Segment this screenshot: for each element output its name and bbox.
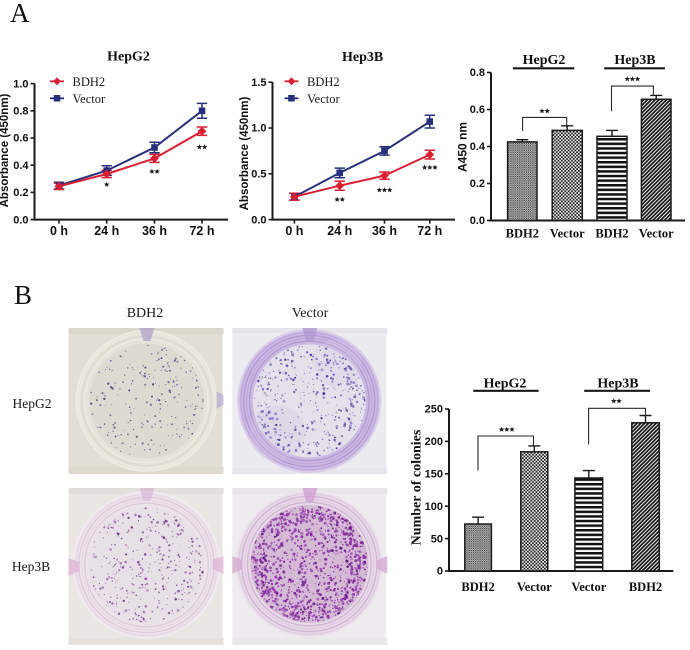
svg-text:36 h: 36 h [372,224,397,238]
svg-text:BDH2: BDH2 [629,580,662,594]
svg-text:0.2: 0.2 [13,187,28,199]
svg-text:1.0: 1.0 [251,123,266,135]
svg-text:BDH2: BDH2 [461,580,494,594]
svg-text:0.4: 0.4 [13,160,29,172]
svg-text:0: 0 [437,566,443,578]
svg-text:HepG2: HepG2 [13,396,52,411]
svg-text:HepG2: HepG2 [523,53,566,68]
svg-text:Hep3B: Hep3B [12,559,50,574]
svg-text:Hep3B: Hep3B [614,53,655,68]
svg-text:200: 200 [425,436,443,448]
svg-text:B: B [14,280,32,310]
svg-text:150: 150 [425,469,443,481]
svg-text:0 h: 0 h [50,224,68,238]
svg-text:Hep3B: Hep3B [342,50,383,65]
svg-text:24 h: 24 h [327,224,352,238]
svg-text:A: A [10,0,30,28]
svg-text:0.2: 0.2 [470,178,485,190]
svg-text:0.6: 0.6 [13,133,28,145]
svg-text:A450 nm: A450 nm [456,122,470,172]
svg-text:0.0: 0.0 [470,215,485,227]
svg-text:Vector: Vector [517,580,552,594]
svg-text:50: 50 [431,533,443,545]
svg-text:100: 100 [425,501,443,513]
svg-text:BDH2: BDH2 [595,227,628,241]
svg-text:Number of colonies: Number of colonies [410,429,425,545]
svg-text:HepG2: HepG2 [107,50,150,65]
svg-text:Hep3B: Hep3B [597,377,638,392]
svg-text:1.0: 1.0 [13,78,28,90]
svg-text:36 h: 36 h [142,224,167,238]
svg-text:Absorbance (450nm): Absorbance (450nm) [239,96,251,210]
svg-text:BDH2: BDH2 [307,75,340,89]
svg-text:BDH2: BDH2 [127,306,164,321]
svg-text:1.5: 1.5 [251,77,266,89]
svg-text:0.0: 0.0 [13,214,28,226]
svg-text:Vector: Vector [571,580,606,594]
svg-text:72 h: 72 h [417,224,442,238]
svg-text:0.4: 0.4 [470,141,486,153]
svg-text:Vector: Vector [307,92,340,106]
svg-text:Vector: Vector [73,92,106,106]
svg-text:0.6: 0.6 [470,104,485,116]
svg-text:BDH2: BDH2 [73,75,106,89]
svg-text:0.8: 0.8 [13,106,28,118]
svg-text:BDH2: BDH2 [506,227,539,241]
svg-text:0.0: 0.0 [251,214,266,226]
svg-text:Absorbance (450nm): Absorbance (450nm) [0,93,11,207]
svg-text:72 h: 72 h [189,224,214,238]
svg-text:24 h: 24 h [94,224,119,238]
svg-text:Vector: Vector [550,227,585,241]
svg-text:Vector: Vector [639,227,674,241]
svg-text:Vector: Vector [292,306,329,321]
svg-text:0 h: 0 h [285,224,303,238]
svg-text:0.8: 0.8 [470,67,485,79]
svg-text:0.5: 0.5 [251,169,266,181]
svg-text:HepG2: HepG2 [484,377,527,392]
svg-text:250: 250 [425,404,443,416]
